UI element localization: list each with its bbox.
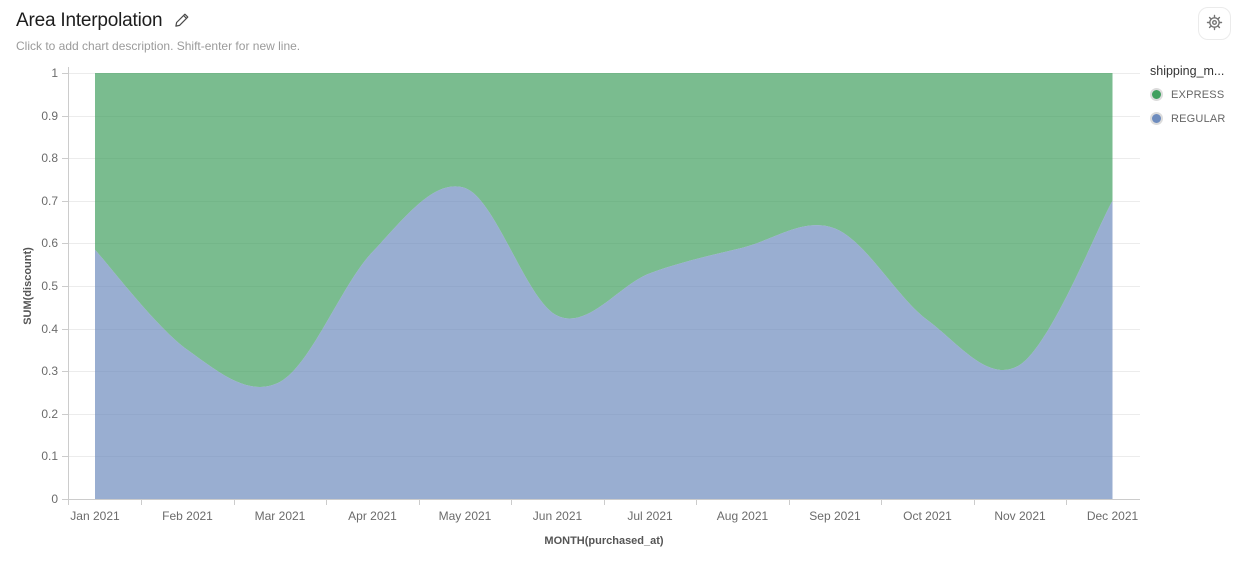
legend-swatch-regular <box>1150 112 1163 125</box>
x-tick-label: Feb 2021 <box>162 509 213 523</box>
y-axis-title: SUM(discount) <box>22 247 34 325</box>
x-tick-label: Jul 2021 <box>627 509 673 523</box>
x-tick-label: Jun 2021 <box>532 509 583 523</box>
x-tick-label: May 2021 <box>438 509 492 523</box>
legend-swatch-express <box>1150 88 1163 101</box>
pencil-icon <box>174 12 190 31</box>
legend-label-express: EXPRESS <box>1171 88 1225 101</box>
y-tick-label: 0.3 <box>41 364 58 378</box>
y-tick-label: 0.1 <box>41 449 58 463</box>
area-series-express[interactable] <box>95 73 1113 387</box>
x-tick-label: Dec 2021 <box>1086 509 1139 523</box>
y-tick-label: 0.8 <box>41 151 58 165</box>
y-tick-label: 0.9 <box>41 109 58 123</box>
area-series-regular[interactable] <box>95 186 1113 499</box>
x-axis-title: MONTH(purchased_at) <box>544 535 664 547</box>
legend-label-regular: REGULAR <box>1171 112 1226 125</box>
x-tick-label: Sep 2021 <box>809 509 861 523</box>
legend-item-regular[interactable]: REGULAR <box>1150 112 1240 125</box>
chart-header: Area Interpolation Click to add chart de… <box>16 10 300 53</box>
legend: shipping_m... EXPRESS REGULAR <box>1150 64 1240 136</box>
y-tick-label: 0.2 <box>41 407 58 421</box>
chart-description-placeholder[interactable]: Click to add chart description. Shift-en… <box>16 39 301 53</box>
legend-title: shipping_m... <box>1150 64 1225 78</box>
x-tick-label: Mar 2021 <box>254 509 306 523</box>
y-tick-label: 0.7 <box>41 194 58 208</box>
x-tick-label: Nov 2021 <box>994 509 1046 523</box>
x-tick-label: Apr 2021 <box>348 509 397 523</box>
x-tick-label: Jan 2021 <box>70 509 120 523</box>
page-title: Area Interpolation <box>16 10 163 31</box>
y-tick-label: 0 <box>51 492 58 506</box>
x-tick-label: Oct 2021 <box>903 509 952 523</box>
y-tick-label: 0.4 <box>41 322 58 336</box>
legend-item-express[interactable]: EXPRESS <box>1150 88 1240 101</box>
gear-icon <box>1206 14 1223 34</box>
settings-button[interactable] <box>1198 7 1231 40</box>
y-tick-label: 0.6 <box>41 236 58 250</box>
edit-title-button[interactable] <box>172 11 192 31</box>
y-tick-label: 1 <box>51 66 58 80</box>
y-tick-label: 0.5 <box>41 279 58 293</box>
x-tick-label: Aug 2021 <box>716 509 769 523</box>
